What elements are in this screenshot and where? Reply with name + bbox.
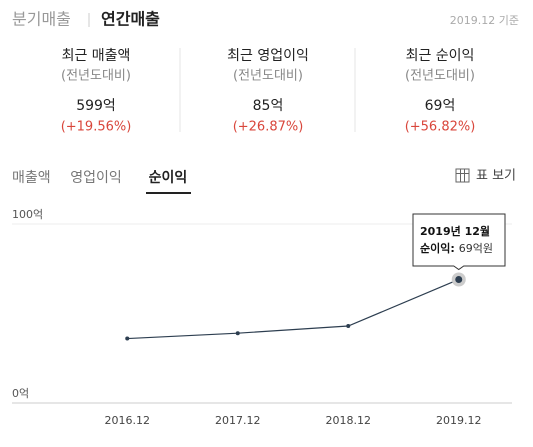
subtab-selected[interactable]: 순이익 (149, 169, 188, 186)
summary-value: 85억 (253, 98, 284, 114)
icon-frame (455, 168, 470, 183)
table-view[interactable]: 표 보기 (476, 169, 516, 184)
summary-basis: (전년도대비) (233, 69, 303, 84)
table-icon[interactable] (455, 168, 470, 183)
as-of: 2019.12 기준 (450, 14, 519, 27)
summary-value: 599억 (76, 98, 116, 114)
point (455, 275, 463, 283)
point (125, 336, 130, 341)
subtab[interactable]: 매출액 (12, 170, 51, 186)
summary-value: 69억 (425, 98, 456, 114)
summary-basis: (전년도대비) (405, 69, 475, 84)
subtab[interactable]: 영업이익 (70, 170, 122, 186)
point (235, 331, 240, 336)
y-tick-label: 100억 (12, 208, 43, 221)
x-tick-label: 2016.12 (105, 414, 151, 427)
point (346, 324, 351, 329)
summary-change: (+19.56%) (61, 120, 132, 135)
x-tick-label: 2018.12 (326, 414, 372, 427)
y-tick-label: 0억 (12, 387, 29, 400)
summary-change: (+26.87%) (233, 120, 304, 135)
tooltip-box (412, 213, 506, 271)
summary-title: 최근 순이익 (406, 48, 475, 64)
tooltip-title: 2019년 12월 (420, 224, 490, 238)
x-tick-label: 2019.12 (436, 414, 482, 427)
summary-title: 최근 영업이익 (227, 48, 309, 64)
line (127, 278, 459, 340)
summary-change: (+56.82%) (405, 120, 476, 135)
x-tick-label: 2017.12 (215, 414, 261, 427)
summary-title: 최근 매출액 (62, 48, 131, 64)
tab-quarterly[interactable]: 분기매출 (12, 10, 71, 29)
tooltip-value: 69억원 (459, 242, 493, 255)
summary-basis: (전년도대비) (61, 69, 131, 84)
tab-annual[interactable]: 연간매출 (101, 10, 160, 29)
tooltip-label: 순이익: (420, 241, 455, 255)
